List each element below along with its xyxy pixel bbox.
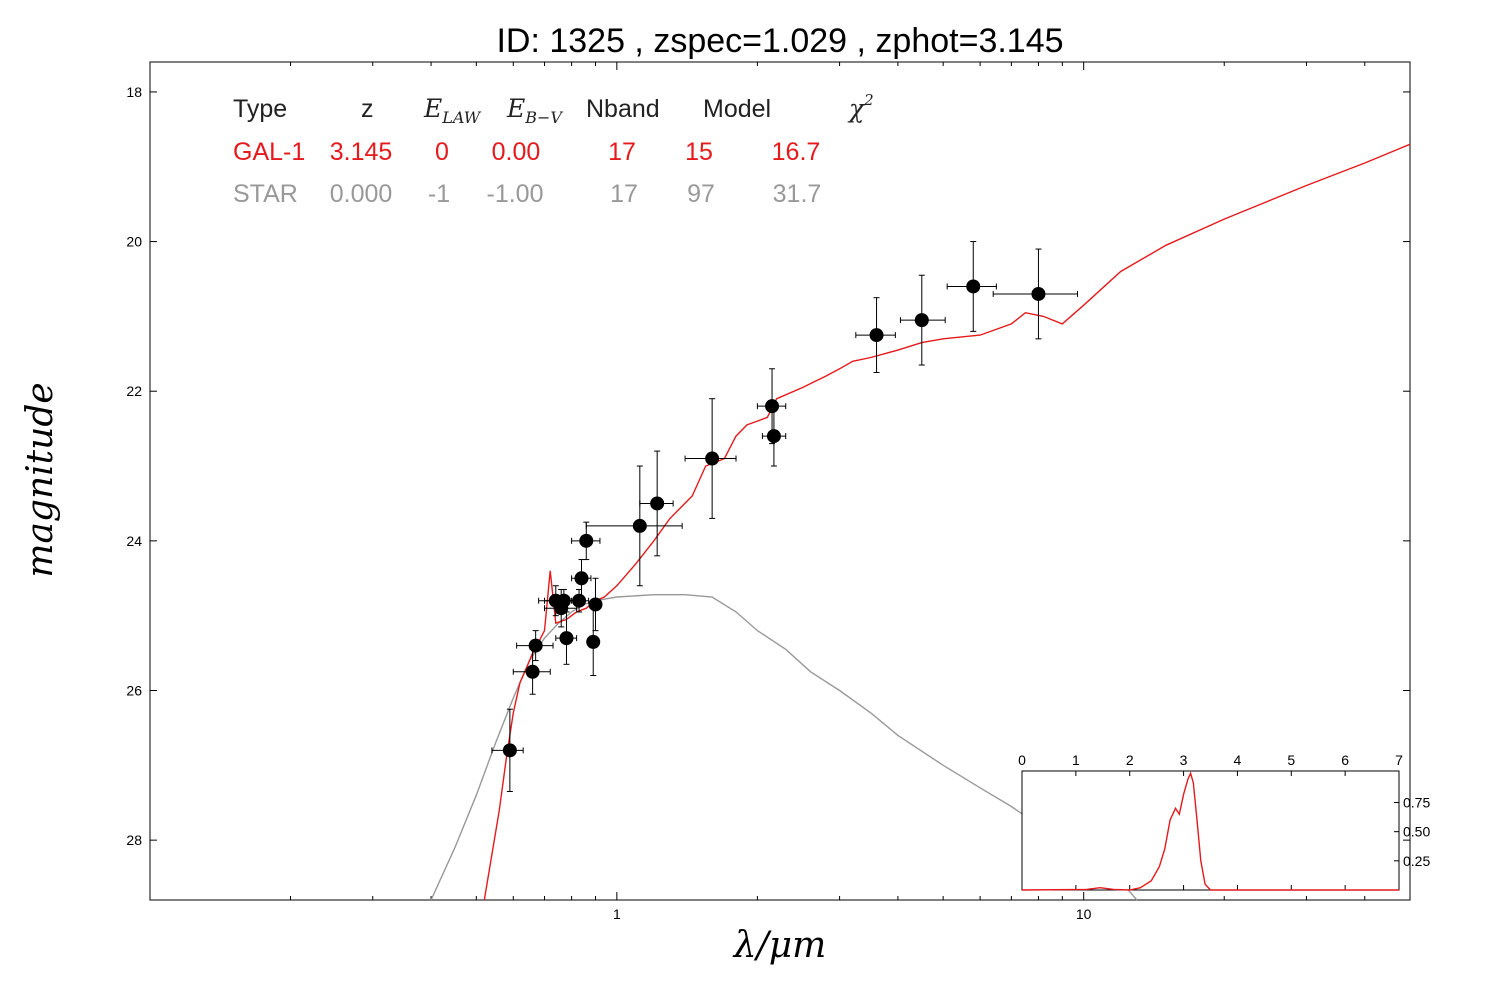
inset-x-tick-label: 4 [1234, 752, 1242, 768]
inset-y-tick-label: 0.25 [1403, 853, 1430, 869]
header-type: Type [233, 95, 287, 123]
inset-x-tick-label: 7 [1395, 752, 1403, 768]
row-elaw: -1 [428, 180, 450, 208]
row-type: GAL-1 [233, 138, 305, 166]
photometry-marker [650, 496, 665, 511]
y-tick-label: 18 [126, 84, 142, 100]
row-type: STAR [233, 180, 298, 208]
photometry-point [684, 398, 737, 519]
header-elaw: ELAW [423, 94, 482, 127]
photometry-marker [528, 638, 543, 653]
photometry-marker [572, 593, 587, 608]
header-ebv: EB−V [506, 94, 563, 127]
row-model: 15 [685, 138, 713, 166]
inset-frame [1021, 770, 1400, 891]
photometry-marker [586, 634, 601, 649]
header-chi2: χ2 [847, 91, 874, 123]
row-elaw: 0 [435, 138, 449, 166]
row-nband: 17 [608, 138, 636, 166]
photometry-point [491, 708, 524, 793]
x-tick-label: 10 [1076, 906, 1092, 922]
header-nband: Nband [586, 95, 660, 123]
inset-axis-ticks: 0 1 2 3 4 5 6 7 0.25 0.50 0.75 [1018, 752, 1430, 890]
photometry-marker [632, 518, 647, 533]
photometry-point [512, 648, 551, 695]
photometry-point [555, 611, 578, 665]
photometry-marker [556, 593, 571, 608]
photometry-point [761, 405, 787, 467]
row-model: 97 [687, 180, 715, 208]
photometry-point [516, 630, 554, 662]
photometry-marker [869, 328, 884, 343]
inset-pdf-series [1021, 771, 1399, 891]
inset-x-tick-label: 2 [1126, 752, 1134, 768]
row-ebv: -1.00 [487, 180, 544, 208]
model-legend-table: Type z ELAW EB−V Nband Model χ2 GAL-1 3.… [233, 91, 874, 208]
row-z: 3.145 [330, 138, 393, 166]
photometry-point [588, 577, 603, 632]
redshift-pdf-inset: 0 1 2 3 4 5 6 7 0.25 0.50 0.75 [1018, 752, 1430, 891]
photometry-point [855, 297, 896, 374]
row-nband: 17 [610, 180, 638, 208]
photometry-series [491, 241, 1079, 793]
photometry-marker [574, 571, 589, 586]
photometry-point [571, 521, 601, 561]
photometry-marker [502, 743, 517, 758]
inset-y-tick-label: 0.75 [1403, 795, 1430, 811]
galaxy-model-line [483, 143, 1411, 901]
plot-frame [149, 61, 1411, 901]
inset-x-tick-label: 0 [1018, 752, 1026, 768]
photometry-point [992, 248, 1079, 340]
photometry-point [585, 465, 683, 587]
photometry-marker [966, 279, 981, 294]
photometry-marker [1031, 286, 1046, 301]
row-ebv: 0.00 [492, 138, 541, 166]
inset-x-tick-label: 6 [1341, 752, 1349, 768]
photometry-marker [914, 313, 929, 328]
legend-row-gal: GAL-1 3.145 0 0.00 17 15 16.7 [233, 138, 820, 166]
x-axis-label: λ/μm [732, 925, 826, 966]
photometry-point [586, 607, 601, 677]
photometry-marker [525, 664, 540, 679]
photometry-point [899, 274, 946, 366]
inset-pdf-line [1021, 771, 1399, 891]
y-tick-label: 24 [126, 533, 142, 549]
legend-row-star: STAR 0.000 -1 -1.00 17 97 31.7 [233, 180, 821, 208]
photometry-point [946, 241, 997, 332]
y-axis-label: magnitude [20, 382, 61, 577]
y-tick-label: 20 [126, 234, 142, 250]
row-chi2: 16.7 [772, 138, 821, 166]
inset-x-tick-label: 3 [1180, 752, 1188, 768]
header-z: z [361, 95, 374, 123]
inset-x-tick-label: 5 [1287, 752, 1295, 768]
photometry-marker [579, 533, 594, 548]
photometry-marker [766, 429, 781, 444]
photometry-marker [705, 451, 720, 466]
photometry-point [639, 450, 674, 557]
galaxy-model-series [483, 143, 1411, 901]
x-tick-label: 1 [613, 906, 621, 922]
photometry-marker [559, 631, 574, 646]
photometry-point [571, 559, 592, 598]
y-tick-label: 26 [126, 683, 142, 699]
row-z: 0.000 [330, 180, 393, 208]
chart-title: ID: 1325 , zspec=1.029 , zphot=3.145 [496, 22, 1063, 60]
photometry-marker [588, 597, 603, 612]
y-tick-label: 28 [126, 832, 142, 848]
inset-x-tick-label: 1 [1072, 752, 1080, 768]
row-chi2: 31.7 [773, 180, 822, 208]
header-model: Model [703, 95, 771, 123]
inset-y-tick-label: 0.50 [1403, 824, 1430, 840]
y-tick-label: 22 [126, 383, 142, 399]
